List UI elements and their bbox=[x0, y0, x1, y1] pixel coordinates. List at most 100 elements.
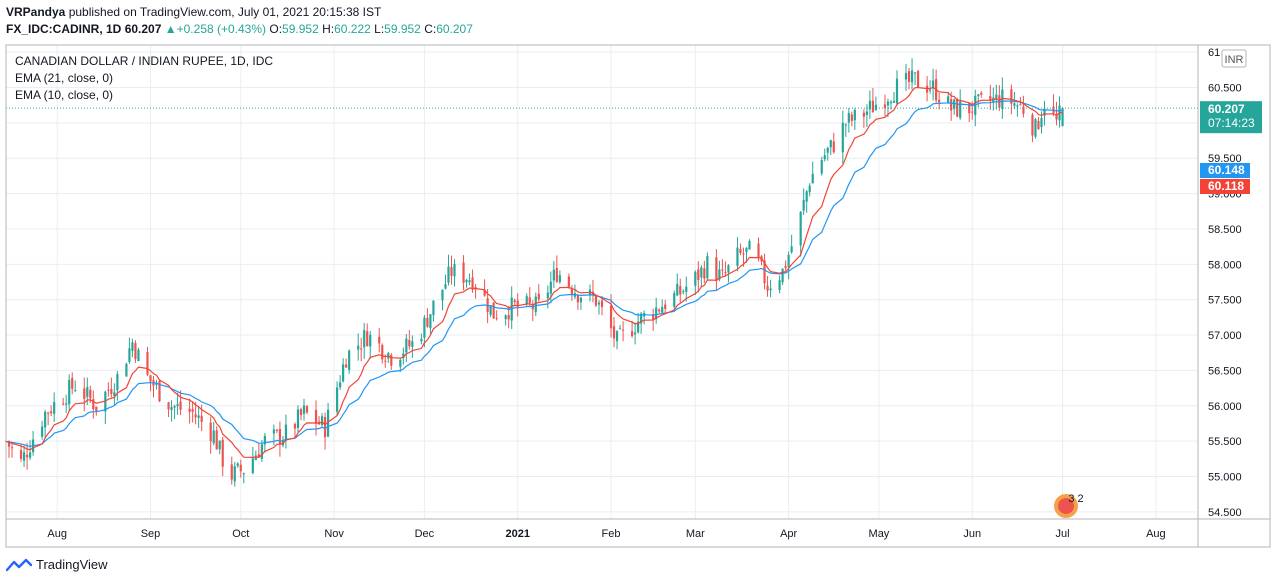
legend-ema21[interactable]: EMA (21, close, 0) bbox=[15, 71, 113, 85]
candle-body bbox=[871, 100, 875, 113]
candle-body bbox=[781, 268, 784, 283]
candle-body bbox=[576, 295, 580, 303]
high-value: 60.222 bbox=[334, 22, 371, 36]
candle-body bbox=[913, 72, 917, 74]
time-tick-label: May bbox=[869, 528, 890, 540]
candle-body bbox=[868, 100, 871, 110]
currency-badge[interactable] bbox=[1221, 49, 1247, 68]
candle-body bbox=[345, 364, 348, 368]
brand-label[interactable]: TradingView bbox=[36, 557, 108, 572]
candle-body bbox=[221, 439, 224, 467]
candle-body bbox=[320, 416, 324, 426]
candle-body bbox=[1001, 89, 1004, 110]
candle-body bbox=[959, 101, 962, 118]
legend-ema10[interactable]: EMA (10, close, 0) bbox=[15, 88, 113, 102]
candle-body bbox=[537, 293, 540, 300]
candle-body bbox=[22, 452, 26, 461]
candle-body bbox=[694, 271, 697, 286]
candle-body bbox=[637, 321, 640, 333]
candle-body bbox=[212, 430, 215, 444]
time-axis[interactable]: Aug Sep Oct Nov Dec 2021 Feb Mar Apr May Jun Jul Aug bbox=[47, 528, 1165, 540]
candle-body bbox=[275, 429, 279, 431]
open-value: 59.952 bbox=[282, 22, 319, 36]
candle-body bbox=[444, 284, 447, 289]
candle-body bbox=[790, 246, 793, 253]
candle-body bbox=[128, 348, 131, 362]
candle-body bbox=[272, 429, 275, 434]
candle-body bbox=[652, 314, 655, 320]
price-axis[interactable]: 6160.50060.00059.50059.00058.50058.00057… bbox=[1208, 47, 1242, 519]
candle-body bbox=[889, 101, 893, 104]
candle-body bbox=[296, 409, 300, 428]
ema10-tag-label: 60.118 bbox=[1208, 179, 1244, 193]
candle-body bbox=[757, 243, 760, 258]
candle-body bbox=[236, 463, 239, 466]
chart-frame bbox=[5, 44, 1271, 548]
candle-body bbox=[865, 111, 868, 116]
time-tick-label: Jun bbox=[963, 528, 981, 540]
candle-body bbox=[950, 99, 953, 111]
candle-body bbox=[278, 429, 282, 445]
candle-body bbox=[727, 265, 730, 273]
candle-body bbox=[179, 401, 182, 410]
candle-body bbox=[107, 389, 110, 391]
tradingview-logo-icon[interactable] bbox=[6, 558, 32, 572]
price-tick-label: 54.500 bbox=[1208, 507, 1242, 519]
candle-body bbox=[736, 247, 739, 266]
candle-body bbox=[640, 313, 643, 324]
candle-body bbox=[925, 85, 929, 93]
candle-body bbox=[176, 404, 179, 407]
candle-body bbox=[615, 331, 619, 342]
events-badge[interactable]: 3 2 bbox=[1054, 493, 1084, 518]
candle-body bbox=[402, 353, 405, 358]
footer: TradingView bbox=[6, 557, 108, 572]
candle-body bbox=[706, 256, 709, 279]
ema21-tag bbox=[1200, 163, 1250, 178]
candle-body bbox=[339, 382, 342, 388]
symbol-label[interactable]: FX_IDC:CADINR, 1D bbox=[6, 22, 122, 36]
candle-body bbox=[829, 140, 832, 148]
time-tick-label: Apr bbox=[780, 528, 797, 540]
candle-body bbox=[468, 280, 471, 283]
candle-body bbox=[1055, 114, 1058, 120]
candle-body bbox=[998, 95, 1001, 108]
candle-body bbox=[113, 392, 116, 397]
candle-body bbox=[938, 99, 941, 103]
candle-body bbox=[579, 297, 583, 303]
candle-body bbox=[19, 450, 23, 459]
candle-body bbox=[284, 424, 288, 440]
author-name[interactable]: VRPandya bbox=[6, 5, 66, 19]
candle-body bbox=[83, 388, 86, 399]
events-count: 3 2 bbox=[1068, 493, 1083, 505]
candle-body bbox=[525, 296, 528, 305]
candle-body bbox=[68, 379, 71, 405]
candle-body bbox=[50, 411, 53, 414]
candle-body bbox=[260, 444, 263, 459]
candle-body bbox=[516, 300, 519, 307]
candle-body bbox=[450, 267, 453, 276]
time-tick-label: Oct bbox=[232, 528, 249, 540]
candle-body bbox=[86, 387, 89, 397]
candle-body bbox=[155, 383, 158, 385]
candle-body bbox=[766, 285, 769, 291]
candle-body bbox=[95, 406, 98, 412]
candle-body bbox=[1010, 89, 1013, 104]
candle-body bbox=[453, 264, 456, 277]
candle-body bbox=[381, 344, 384, 360]
candle-body bbox=[263, 435, 266, 445]
candle-body bbox=[989, 96, 992, 101]
candle-body bbox=[74, 389, 77, 391]
last-price: 60.207 bbox=[124, 22, 162, 36]
candle-body bbox=[558, 275, 561, 283]
candle-body bbox=[158, 381, 161, 402]
candle-body bbox=[194, 414, 197, 418]
last-price-tag-label: 60.207 bbox=[1208, 102, 1245, 116]
candle-body bbox=[631, 331, 634, 337]
time-tick-label: Jul bbox=[1056, 528, 1070, 540]
candle-body bbox=[167, 402, 170, 410]
price-tick-label: 56.500 bbox=[1208, 365, 1242, 377]
candle-body bbox=[844, 124, 847, 126]
candle-body bbox=[534, 296, 537, 313]
candle-body bbox=[239, 464, 242, 472]
